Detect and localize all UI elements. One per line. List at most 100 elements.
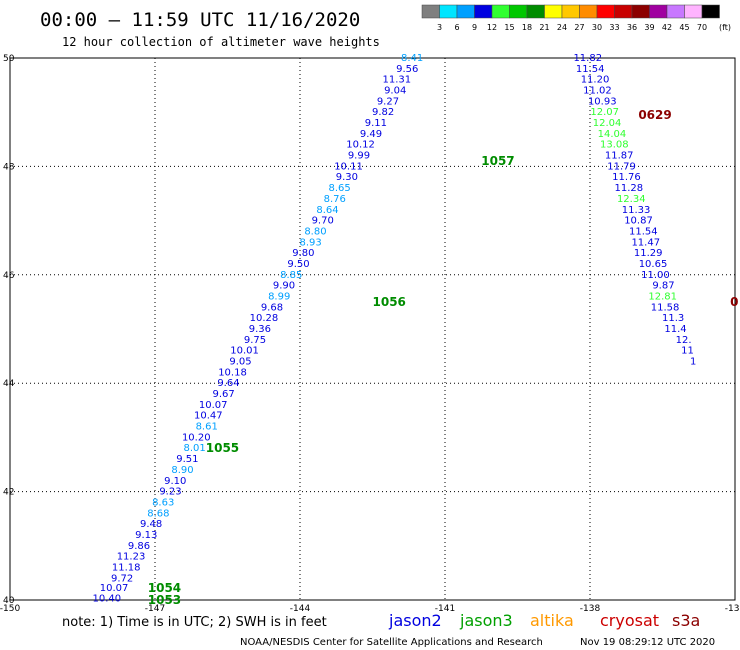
data-labels: 10.4010.079.7211.1811.239.869.139.488.68…: [93, 53, 697, 604]
wave-height-label: 8.68: [147, 508, 169, 519]
colorbar-tick-label: 27: [574, 23, 584, 32]
wave-height-label: 10.07: [199, 400, 228, 411]
wave-height-label: 12.04: [593, 118, 622, 129]
wave-height-label: 11.54: [576, 64, 605, 75]
wave-height-label: 13.08: [600, 140, 629, 151]
wave-height-label: 9.04: [384, 86, 406, 97]
colorbar-swatch: [579, 4, 598, 19]
colorbar-swatch: [439, 4, 458, 19]
y-tick-label: 44: [3, 379, 15, 389]
pass-number-label: 1057: [481, 154, 514, 168]
wave-height-label: 8.61: [196, 422, 218, 433]
colorbar-swatch: [544, 4, 563, 19]
wave-height-label: 8.64: [316, 205, 338, 216]
pass-number-label: 1053: [148, 593, 181, 607]
colorbar-tick-label: 21: [539, 23, 549, 32]
wave-height-label: 11.28: [615, 183, 644, 194]
mission-legend-item: s3a: [672, 611, 700, 630]
wave-height-label: 11.79: [607, 161, 636, 172]
wave-height-label: 11.33: [622, 205, 651, 216]
colorbar-tick-label: 18: [522, 23, 532, 32]
wave-height-label: 8.76: [324, 194, 346, 205]
wave-height-label: 9.70: [312, 216, 334, 227]
y-tick-label: 42: [3, 488, 14, 498]
colorbar-swatch: [631, 4, 650, 19]
chart-subtitle: 12 hour collection of altimeter wave hei…: [62, 35, 380, 49]
colorbar-swatch: [614, 4, 633, 19]
colorbar-tick-label: 12: [487, 23, 497, 32]
wave-height-label: 10.07: [100, 583, 129, 594]
wave-height-label: 9.10: [164, 476, 186, 487]
wave-height-label: 11: [681, 346, 694, 357]
colorbar-swatch: [509, 4, 528, 19]
x-tick-label: -147: [145, 604, 165, 614]
colorbar-tick-label: 3: [437, 23, 442, 32]
wave-height-label: 10.12: [346, 140, 375, 151]
colorbar-swatch: [701, 4, 720, 19]
pass-number-label: 0: [730, 295, 738, 309]
wave-height-label: 11.58: [651, 302, 680, 313]
colorbar-swatch: [474, 4, 493, 19]
wave-height-label: 8.99: [268, 291, 290, 302]
wave-height-label: 10.18: [218, 367, 247, 378]
x-tick-label: -138: [580, 604, 601, 614]
colorbar-tick-label: 9: [472, 23, 477, 32]
wave-height-label: 9.64: [217, 378, 239, 389]
wave-height-label: 1: [690, 357, 696, 368]
wave-height-label: 10.87: [624, 216, 653, 227]
wave-height-label: 11.3: [662, 313, 684, 324]
wave-height-label: 8.41: [401, 53, 423, 64]
wave-height-label: 10.01: [230, 346, 259, 357]
mission-legend-item: jason3: [459, 611, 513, 630]
wave-height-label: 10.47: [194, 411, 223, 422]
colorbar-swatch: [491, 4, 510, 19]
wave-height-label: 9.51: [176, 454, 198, 465]
grid-lines: [10, 58, 735, 600]
colorbar-swatch: [526, 4, 545, 19]
wave-height-label: 11.76: [612, 172, 641, 183]
x-tick-label: -141: [435, 604, 455, 614]
wave-height-label: 9.67: [212, 389, 234, 400]
wave-height-label: 9.99: [348, 151, 370, 162]
colorbar-swatch: [561, 4, 580, 19]
colorbar-swatch: [456, 4, 475, 19]
wave-height-label: 11.87: [605, 151, 634, 162]
colorbar-swatch: [684, 4, 703, 19]
wave-height-label: 11.47: [631, 237, 660, 248]
wave-height-label: 8.93: [299, 237, 321, 248]
wave-height-label: 10.40: [93, 593, 122, 604]
colorbar-tick-label: 24: [557, 23, 567, 32]
wave-height-label: 11.00: [641, 270, 670, 281]
y-tick-label: 40: [3, 596, 15, 606]
wave-height-label: 8.90: [171, 465, 193, 476]
colorbar-swatch: [421, 4, 440, 19]
wave-height-label: 10.93: [588, 96, 617, 107]
colorbar-tick-label: 39: [644, 23, 654, 32]
mission-legend-item: cryosat: [600, 611, 659, 630]
wave-height-label: 11.82: [573, 53, 602, 64]
colorbar-tick-label: 15: [504, 23, 514, 32]
x-tick-label: -144: [290, 604, 311, 614]
mission-legend-item: jason2: [388, 611, 442, 630]
wave-height-label: 9.13: [135, 530, 157, 541]
colorbar-tick-label: 33: [609, 23, 619, 32]
colorbar-tick-label: 36: [627, 23, 637, 32]
wave-height-label: 11.31: [383, 75, 412, 86]
units-note: note: 1) Time is in UTC; 2) SWH is in fe…: [62, 615, 327, 630]
wave-height-label: 10.65: [639, 259, 668, 270]
wave-height-label: 9.49: [360, 129, 382, 140]
wave-height-label: 9.30: [336, 172, 358, 183]
wave-height-label: 9.48: [140, 519, 162, 530]
wave-height-label: 11.02: [583, 86, 612, 97]
y-axis-ticks: 40 42 44 46 48 50: [3, 54, 15, 606]
wave-height-label: 12.07: [590, 107, 619, 118]
credit-text: NOAA/NESDIS Center for Satellite Applica…: [240, 637, 543, 648]
colorbar-tick-label: 70: [697, 23, 707, 32]
wave-height-label: 9.80: [292, 248, 314, 259]
wave-height-label: 9.75: [244, 335, 266, 346]
pass-number-label: 1056: [373, 295, 406, 309]
y-tick-label: 50: [3, 54, 15, 64]
